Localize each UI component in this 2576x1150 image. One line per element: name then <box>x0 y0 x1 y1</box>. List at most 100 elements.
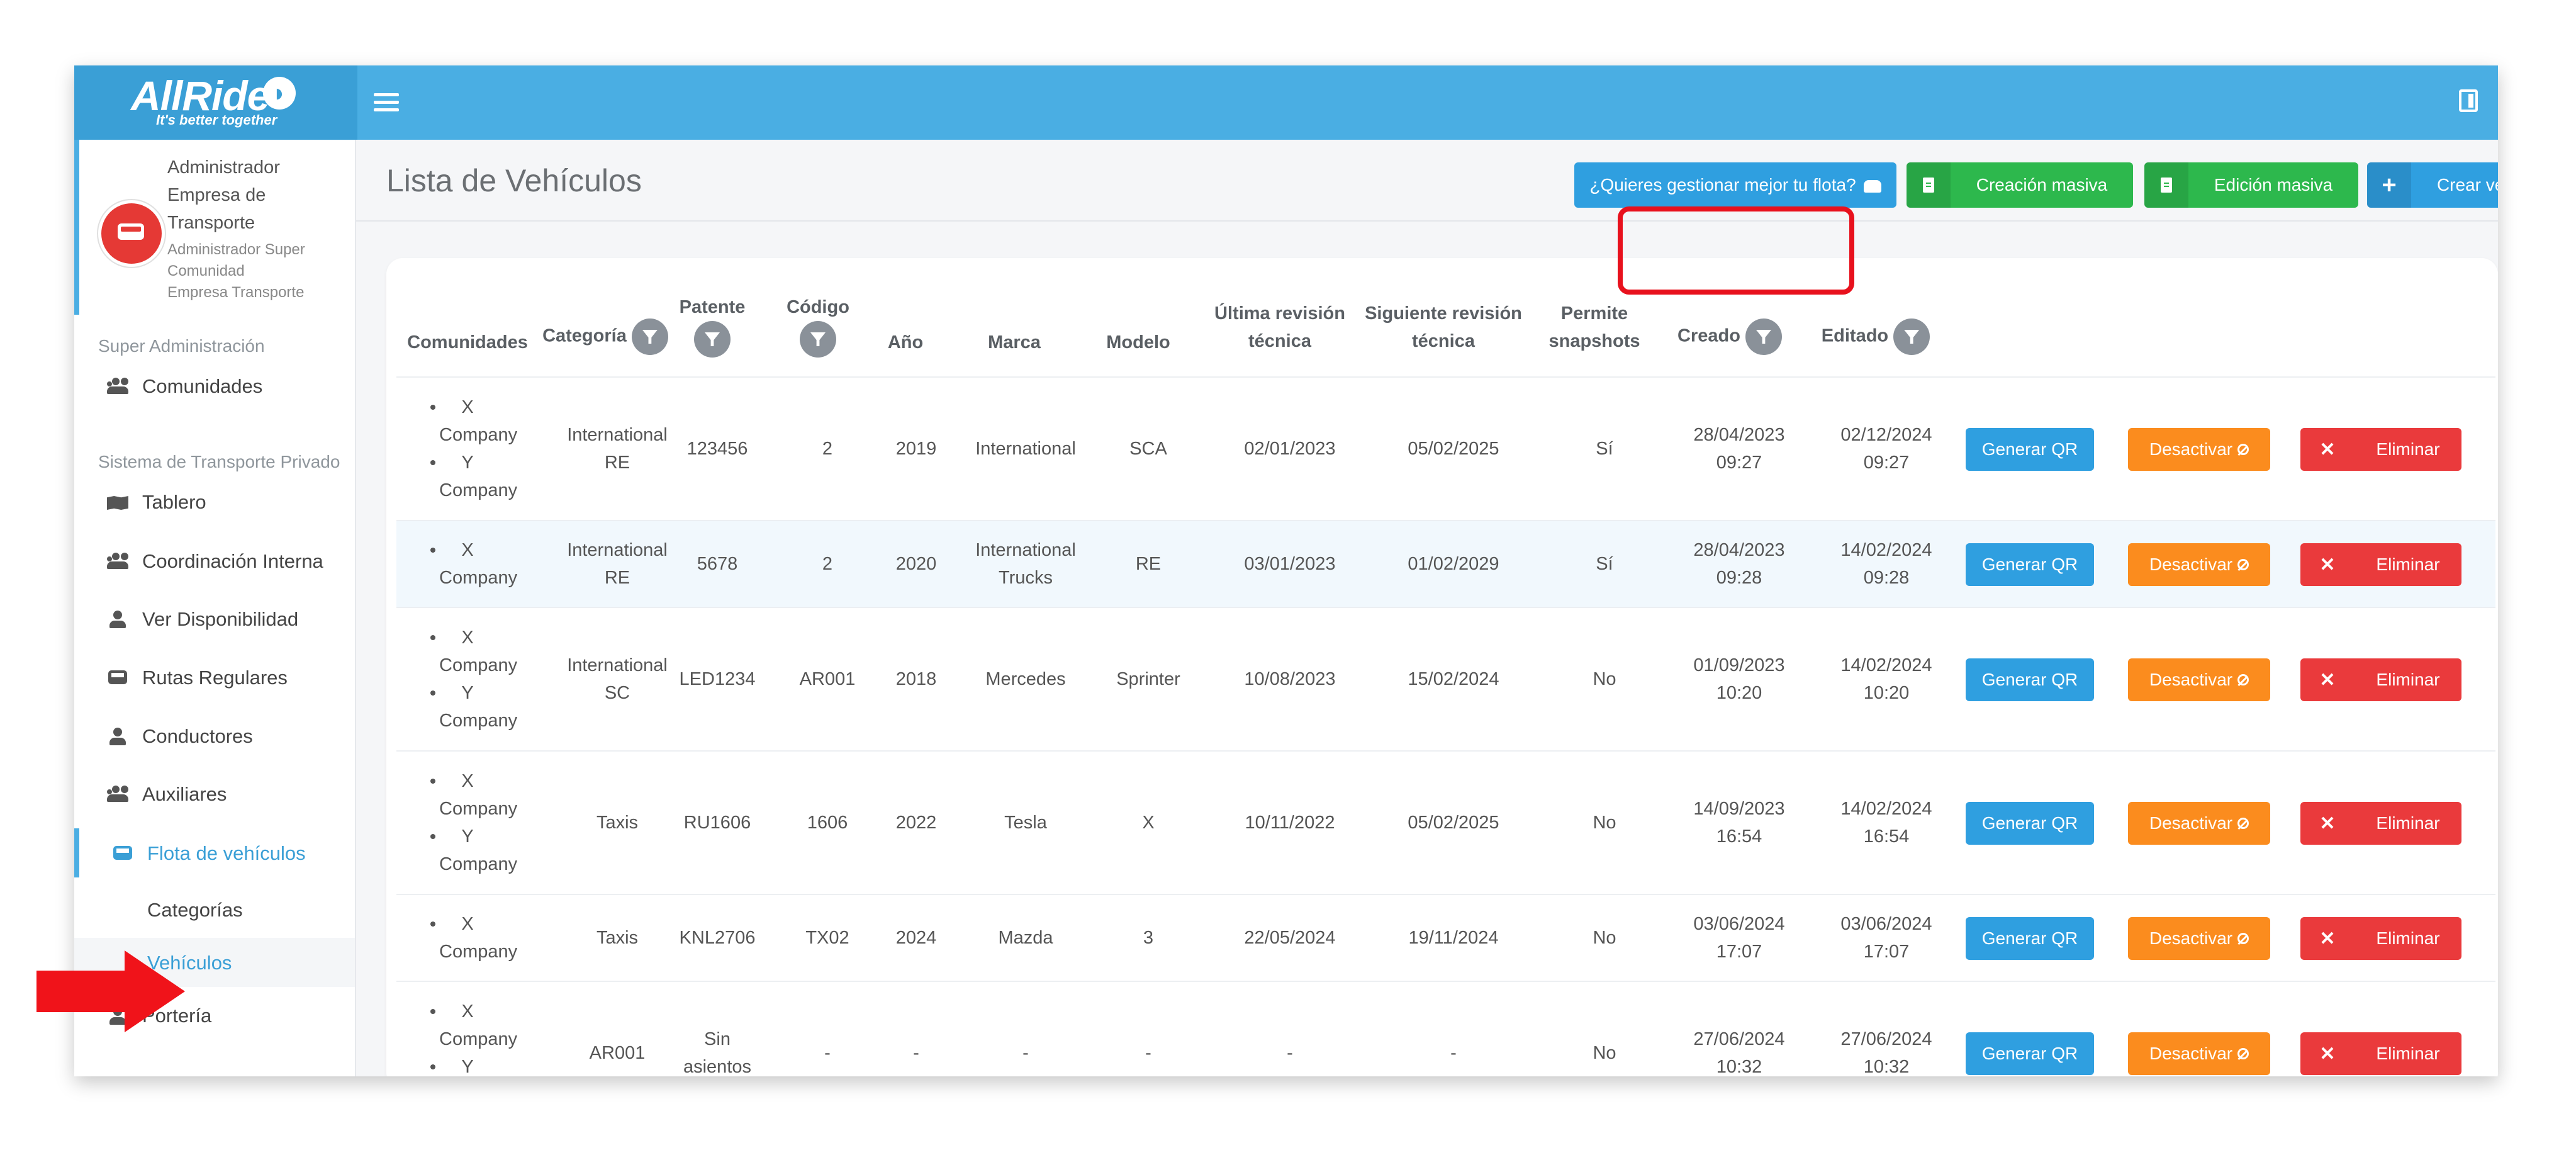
cell-line: 02/12/2024 <box>1840 425 1932 445</box>
cell-snapshots: Sí <box>1596 439 1613 459</box>
user-icon <box>107 728 130 745</box>
generate-qr-button[interactable]: Generar QR <box>1966 1032 2094 1075</box>
close-icon: ✕ <box>2319 813 2336 834</box>
bus-icon <box>118 223 144 240</box>
deactivate-button[interactable]: Desactivar <box>2128 543 2270 586</box>
header-ultima-revision: Última revisión técnica <box>1214 303 1345 351</box>
sidebar: Administrador Empresa de Transporte Admi… <box>74 140 356 1076</box>
plus-icon: + <box>2382 171 2397 199</box>
cell-line: - <box>1022 1043 1029 1063</box>
community-item: Y Company <box>405 679 525 735</box>
cell-creado: 28/04/2023 09:28 <box>1672 521 1806 607</box>
create-vehicle-button[interactable]: + Crear vehículo <box>2367 162 2498 208</box>
delete-button[interactable]: ✕ Eliminar <box>2300 543 2461 586</box>
ban-icon <box>2237 559 2249 570</box>
generate-qr-label: Generar QR <box>1981 1044 2078 1063</box>
deactivate-label: Desactivar <box>2149 1044 2233 1063</box>
ban-icon <box>2237 444 2249 455</box>
sidebar-item-auxiliares[interactable]: Auxiliares <box>74 769 355 818</box>
cell-ultima-revision: 22/05/2024 <box>1244 928 1336 948</box>
deactivate-button[interactable]: Desactivar <box>2128 917 2270 960</box>
filter-icon[interactable] <box>694 321 731 358</box>
cell-line: 27/06/2024 <box>1693 1029 1785 1049</box>
cell-line: International <box>975 540 1076 560</box>
cell-modelo: - <box>1145 1043 1151 1063</box>
community-item: X Company <box>405 767 525 823</box>
community-name-part: Company <box>439 799 518 819</box>
cell-codigo: AR001 <box>799 669 856 689</box>
cell-ano: 2024 <box>895 928 937 948</box>
delete-button[interactable]: ✕ Eliminar <box>2300 917 2461 960</box>
table-row: X Company Y Company Taxis RU1606 1606 2022 Tesla… <box>396 750 2495 894</box>
generate-qr-button[interactable]: Generar QR <box>1966 658 2094 701</box>
sidebar-item-coordinacion[interactable]: Coordinación Interna <box>74 536 355 585</box>
cell-editado: 14/02/2024 09:28 <box>1820 521 1953 607</box>
delete-label: Eliminar <box>2376 1044 2440 1063</box>
bus-icon <box>107 669 130 687</box>
file-excel-icon <box>2161 178 2172 193</box>
cell-line: Tesla <box>1004 813 1047 833</box>
header-permite-snapshots: Permite snapshots <box>1548 303 1640 351</box>
sidebar-item-rutas[interactable]: Rutas Regulares <box>74 653 355 702</box>
cell-marca: International Trucks <box>956 521 1095 607</box>
sidebar-item-comunidades[interactable]: Comunidades <box>74 361 355 410</box>
delete-button[interactable]: ✕ Eliminar <box>2300 1032 2461 1075</box>
cell-creado: 03/06/2024 17:07 <box>1672 895 1806 981</box>
close-icon: ✕ <box>2319 669 2336 691</box>
delete-button[interactable]: ✕ Eliminar <box>2300 428 2461 471</box>
sidebar-item-flota[interactable]: Flota de vehículos <box>74 828 355 877</box>
cell-line: 27/06/2024 <box>1840 1029 1932 1049</box>
filter-icon[interactable] <box>1745 319 1782 355</box>
delete-button[interactable]: ✕ Eliminar <box>2300 802 2461 845</box>
cell-categoria: Taxis <box>545 752 690 894</box>
cell-line: RE <box>604 453 630 473</box>
cell-siguiente-revision: - <box>1450 1043 1457 1063</box>
sidebar-item-disponibilidad[interactable]: Ver Disponibilidad <box>74 594 355 643</box>
deactivate-label: Desactivar <box>2149 670 2233 689</box>
car-icon <box>1863 179 1881 193</box>
community-name-part: X <box>461 914 474 934</box>
communities-list: X Company <box>405 521 525 607</box>
community-name-part: Company <box>439 854 518 874</box>
panel-toggle-icon[interactable] <box>2459 89 2478 112</box>
manage-fleet-button[interactable]: ¿Quieres gestionar mejor tu flota? <box>1574 162 1896 208</box>
generate-qr-button[interactable]: Generar QR <box>1966 543 2094 586</box>
filter-icon[interactable] <box>1893 319 1930 355</box>
cell-ano: 2020 <box>895 554 937 574</box>
section-title-super: Super Administración <box>98 336 265 356</box>
community-item: X Company <box>405 393 525 449</box>
cell-categoria: International RE <box>545 378 690 520</box>
deactivate-button[interactable]: Desactivar <box>2128 428 2270 471</box>
cell-ultima-revision: 03/01/2023 <box>1244 554 1336 574</box>
cell-patente: KNL2706 <box>661 895 774 981</box>
generate-qr-button[interactable]: Generar QR <box>1966 917 2094 960</box>
header-creado: Creado <box>1664 319 1796 355</box>
sidebar-subitem-categorias[interactable]: Categorías <box>147 899 243 921</box>
logo[interactable]: AllRide ◗ It's better together <box>74 65 357 140</box>
filter-icon[interactable] <box>800 321 836 358</box>
deactivate-button[interactable]: Desactivar <box>2128 1032 2270 1075</box>
sidebar-item-tablero[interactable]: Tablero <box>74 477 355 526</box>
menu-toggle-icon[interactable] <box>374 91 399 116</box>
bulk-create-button[interactable]: Creación masiva <box>1907 162 2133 208</box>
deactivate-button[interactable]: Desactivar <box>2128 802 2270 845</box>
deactivate-button[interactable]: Desactivar <box>2128 658 2270 701</box>
filter-icon[interactable] <box>631 319 668 355</box>
communities-list: X Company Y Company <box>405 608 525 750</box>
cell-line: Trucks <box>999 568 1053 588</box>
sidebar-item-conductores[interactable]: Conductores <box>74 711 355 760</box>
cell-marca: - <box>956 982 1095 1076</box>
generate-qr-button[interactable]: Generar QR <box>1966 428 2094 471</box>
cell-line: Mercedes <box>985 669 1066 689</box>
bus-icon <box>112 845 135 862</box>
community-name-part: Y <box>461 683 474 703</box>
cell-line: Taxis <box>596 928 639 948</box>
community-name-part: Company <box>439 425 518 445</box>
file-excel-icon <box>1923 178 1934 193</box>
bulk-edit-button[interactable]: Edición masiva <box>2144 162 2358 208</box>
cell-ultima-revision: 10/11/2022 <box>1245 813 1335 833</box>
delete-button[interactable]: ✕ Eliminar <box>2300 658 2461 701</box>
cell-marca: Mazda <box>956 895 1095 981</box>
cell-snapshots: No <box>1593 669 1616 689</box>
generate-qr-button[interactable]: Generar QR <box>1966 802 2094 845</box>
